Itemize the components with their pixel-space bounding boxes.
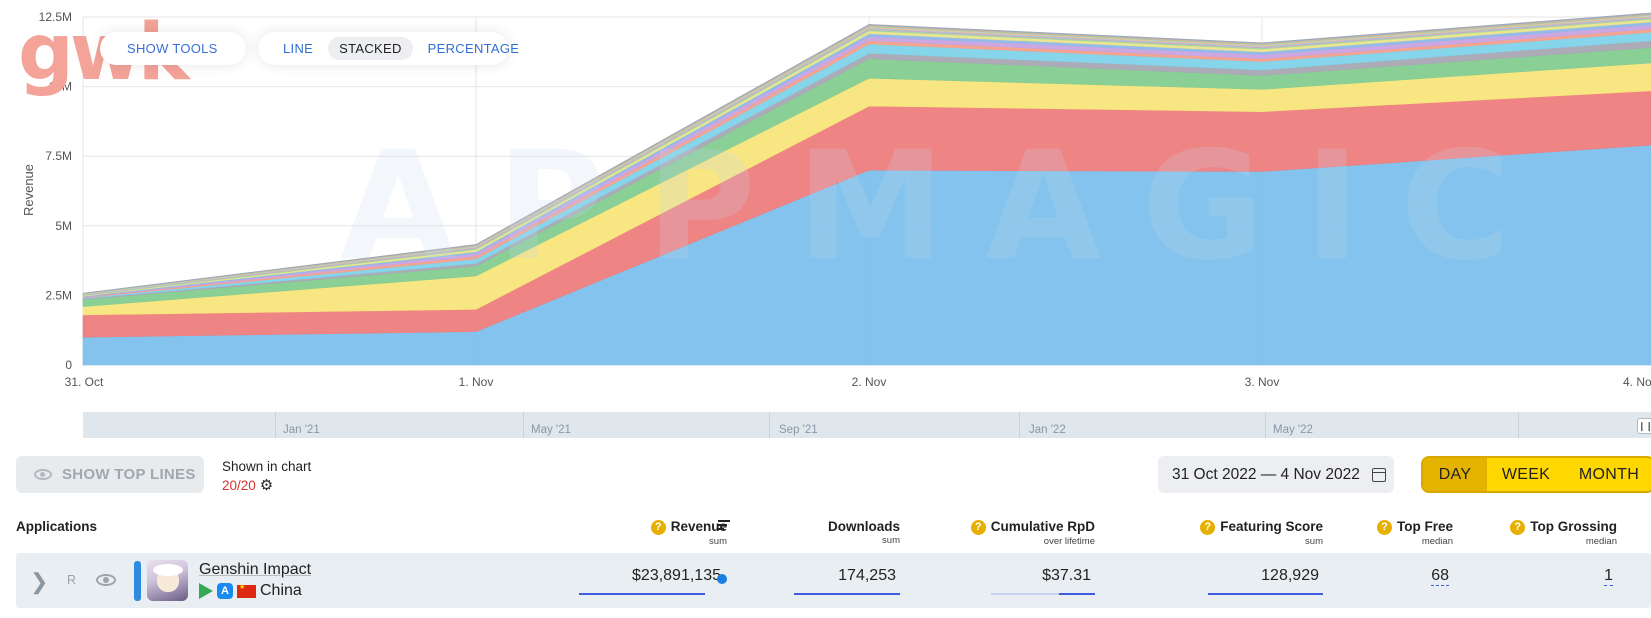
series-color-bar: [134, 561, 141, 601]
nav-tick: [523, 412, 524, 438]
app-country: China: [260, 582, 302, 599]
col-top-free-label: Top Free: [1396, 519, 1453, 534]
nav-label: Jan '22: [1029, 424, 1066, 436]
series-dot: [717, 574, 727, 584]
y-tick-label: 0: [65, 358, 72, 372]
nav-tick: [1518, 412, 1519, 438]
shown-in-chart-label: Shown in chart: [222, 459, 312, 474]
help-icon[interactable]: ?: [1200, 520, 1216, 535]
col-top-grossing-sub: median: [1585, 536, 1617, 547]
show-top-lines-label: SHOW TOP LINES: [62, 466, 196, 483]
col-featuring[interactable]: ? Featuring Score sum: [1200, 519, 1323, 547]
chart-controls: SHOW TOP LINES Shown in chart 20/20 ⚙ 31…: [0, 452, 1651, 504]
stacked-area-chart: 0 2.5M 5M 7.5M 10M 12.5M 31. Oct 1. Nov 2. Nov 3.…: [21, 10, 1651, 389]
col-top-grossing[interactable]: ? Top Grossing median: [1510, 519, 1617, 547]
period-week-button[interactable]: WEEK: [1501, 465, 1551, 483]
date-range-picker[interactable]: 31 Oct 2022 — 4 Nov 2022: [1158, 456, 1394, 493]
x-tick-label: 31. Oct: [65, 375, 104, 389]
nav-label: Sep '21: [779, 424, 818, 436]
rpd-bar: [1059, 593, 1095, 595]
table-header: Applications ? Revenue sum Downloads sum …: [0, 517, 1651, 547]
time-navigator[interactable]: Jan '21 May '21 Sep '21 Jan '22 May '22: [83, 412, 1651, 438]
google-play-icon: [199, 583, 213, 599]
period-toggle: DAY WEEK MONTH: [1421, 456, 1651, 493]
help-icon[interactable]: ?: [1376, 520, 1392, 535]
revenue-value: $23,891,135: [632, 567, 721, 584]
col-revenue[interactable]: ? Revenue sum: [650, 519, 727, 547]
mode-line-button[interactable]: LINE: [283, 41, 314, 56]
nav-tick: [1265, 412, 1266, 438]
mode-percentage-button[interactable]: PERCENTAGE: [427, 41, 520, 56]
col-revenue-sub: sum: [709, 536, 727, 547]
nav-tick: [1019, 412, 1020, 438]
mode-stacked-button[interactable]: STACKED: [328, 37, 413, 60]
nav-label: May '21: [531, 424, 571, 436]
nav-tick: [275, 412, 276, 438]
nav-label: Jan '21: [283, 424, 320, 436]
rpd-value: $37.31: [1042, 567, 1091, 584]
y-tick-label: 10M: [49, 80, 72, 94]
period-month-button[interactable]: MONTH: [1578, 465, 1640, 483]
col-top-free[interactable]: ? Top Free median: [1376, 519, 1453, 547]
app-icon: [147, 560, 188, 601]
col-rpd-label: Cumulative RpD: [990, 519, 1095, 534]
navigator-handle[interactable]: ❙❙: [1637, 418, 1651, 434]
y-axis-label: Revenue: [21, 164, 36, 216]
rpd-bar-track: [991, 593, 1059, 595]
series-area: [82, 12, 1651, 294]
china-flag-icon: [237, 583, 256, 598]
col-rpd[interactable]: ? Cumulative RpD over lifetime: [970, 519, 1095, 547]
shown-count-value: 20/20: [222, 477, 256, 493]
rank-badge: R: [67, 573, 77, 587]
chevron-right-icon[interactable]: ❯: [30, 569, 49, 594]
app-meta: A China: [199, 582, 302, 600]
featuring-value: 128,929: [1261, 567, 1319, 584]
gear-icon[interactable]: ⚙: [259, 477, 274, 494]
col-downloads-label: Downloads: [827, 519, 900, 534]
col-featuring-label: Featuring Score: [1220, 519, 1323, 534]
col-featuring-sub: sum: [1305, 536, 1323, 547]
y-tick-label: 7.5M: [45, 149, 72, 163]
help-icon[interactable]: ?: [970, 520, 986, 535]
top-free-value[interactable]: 68: [1431, 567, 1449, 586]
eye-icon[interactable]: [96, 574, 116, 586]
x-tick-label: 2. Nov: [852, 375, 887, 389]
col-revenue-label: Revenue: [670, 519, 727, 534]
shown-in-chart-count: 20/20 ⚙: [222, 476, 273, 494]
col-rpd-sub: over lifetime: [1043, 536, 1095, 547]
period-day-button[interactable]: DAY: [1423, 458, 1487, 491]
date-range-value: 31 Oct 2022 — 4 Nov 2022: [1172, 465, 1360, 483]
chart-mode-toggle: LINE STACKED PERCENTAGE: [258, 32, 519, 65]
x-tick-label: 3. Nov: [1245, 375, 1280, 389]
show-tools-button[interactable]: SHOW TOOLS: [100, 32, 246, 65]
show-top-lines-button[interactable]: SHOW TOP LINES: [16, 456, 204, 493]
calendar-icon: [1371, 467, 1386, 482]
x-tick-label: 4. Nov: [1623, 375, 1651, 389]
eye-icon: [34, 469, 52, 480]
y-tick-label: 2.5M: [45, 288, 72, 302]
col-top-free-sub: median: [1421, 536, 1453, 547]
col-downloads[interactable]: Downloads sum: [828, 519, 900, 546]
nav-tick: [769, 412, 770, 438]
downloads-value: 174,253: [838, 567, 896, 584]
revenue-chart: 0 2.5M 5M 7.5M 10M 12.5M 31. Oct 1. Nov 2. Nov 3.…: [18, 10, 1651, 438]
nav-label: May '22: [1273, 424, 1313, 436]
app-store-icon: A: [217, 583, 233, 599]
col-top-grossing-label: Top Grossing: [1530, 519, 1617, 534]
y-tick-label: 12.5M: [39, 10, 72, 24]
downloads-bar: [794, 593, 900, 595]
app-name[interactable]: Genshin Impact: [199, 561, 312, 578]
top-grossing-value[interactable]: 1: [1604, 567, 1613, 586]
x-tick-label: 1. Nov: [459, 375, 494, 389]
table-row[interactable]: ❯ R Genshin Impact A China $23,891,135 1…: [16, 553, 1651, 608]
col-downloads-sub: sum: [882, 535, 900, 546]
sort-icon[interactable]: [718, 518, 730, 532]
featuring-bar: [1208, 593, 1323, 595]
help-icon[interactable]: ?: [1510, 520, 1526, 535]
y-tick-label: 5M: [55, 219, 72, 233]
col-applications[interactable]: Applications: [16, 519, 98, 534]
revenue-bar: [579, 593, 705, 595]
help-icon[interactable]: ?: [650, 520, 666, 535]
